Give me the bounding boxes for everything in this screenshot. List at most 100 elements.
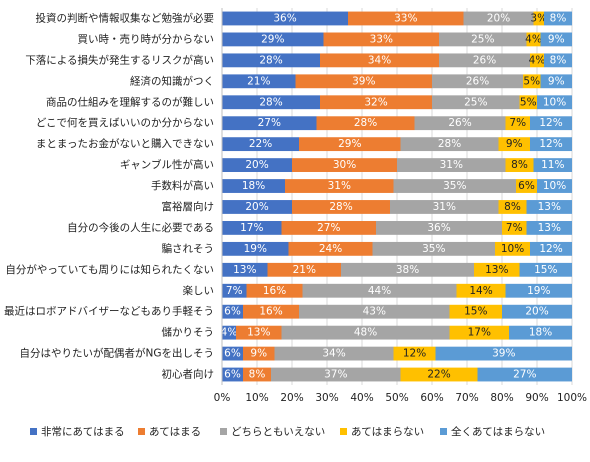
value-label: 20%	[525, 306, 548, 318]
bar-segment	[246, 283, 303, 298]
bar-segment	[316, 116, 415, 131]
legend-label: どちらともいえない	[231, 426, 325, 438]
value-label: 20%	[487, 12, 510, 24]
bar-segment	[526, 200, 572, 214]
value-label: 17%	[240, 222, 263, 234]
bar-segment	[526, 221, 572, 235]
legend-swatch	[440, 428, 447, 435]
x-tick-label: 60%	[420, 392, 443, 404]
value-label: 21%	[247, 75, 270, 87]
bar-segment	[222, 11, 348, 26]
value-label: 24%	[319, 243, 342, 255]
value-label: 44%	[368, 285, 391, 297]
bar-segment	[502, 304, 572, 319]
bar-segment	[533, 11, 544, 26]
bar-segment	[222, 304, 243, 319]
category-label: 富裕層向け	[162, 200, 215, 213]
bar-segment	[477, 367, 572, 382]
value-label: 8%	[504, 201, 521, 213]
bar-segment	[400, 137, 499, 152]
value-label: 28%	[259, 54, 282, 66]
x-tick-label: 0%	[214, 392, 231, 404]
x-tick-label: 90%	[525, 392, 548, 404]
bar-segment	[509, 325, 572, 340]
value-label: 21%	[293, 264, 316, 276]
bar-segment	[222, 200, 292, 214]
bar-segment	[243, 367, 271, 382]
bar-segment	[302, 283, 457, 298]
value-label: 28%	[259, 96, 282, 108]
bar-segment	[348, 11, 464, 26]
bar-segment	[400, 367, 478, 382]
category-label: ギャンブル性が高い	[120, 158, 214, 171]
value-label: 22%	[249, 138, 272, 150]
bar-segment	[285, 179, 394, 193]
value-label: 12%	[539, 243, 562, 255]
bar-segment	[243, 304, 299, 319]
bar-segment	[439, 53, 530, 68]
value-label: 12%	[539, 138, 562, 150]
bar-segment	[222, 116, 317, 131]
value-label: 18%	[242, 180, 265, 192]
category-label: 下落による損失が発生するリスクが高い	[25, 53, 214, 66]
value-label: 19%	[244, 243, 267, 255]
x-tick-label: 10%	[245, 392, 268, 404]
value-label: 28%	[438, 138, 461, 150]
value-label: 28%	[329, 201, 352, 213]
value-label: 9%	[548, 33, 565, 45]
category-label: 手数料が高い	[151, 179, 214, 192]
value-label: 4%	[525, 33, 542, 45]
bar-segment	[267, 262, 341, 277]
value-label: 26%	[466, 75, 489, 87]
bar-segment	[439, 32, 527, 47]
bar-segment	[292, 200, 390, 214]
category-label: まとまったお金がないと購入できない	[36, 137, 214, 150]
value-label: 30%	[333, 159, 356, 171]
bar-segment	[393, 179, 516, 193]
value-label: 10%	[543, 180, 566, 192]
category-label: 自分はやりたいが配偶者がNGを出しそう	[20, 347, 215, 360]
bar-segment	[456, 283, 506, 298]
value-label: 15%	[464, 306, 487, 318]
bar-segment	[498, 137, 530, 152]
value-label: 20%	[245, 201, 268, 213]
value-label: 10%	[501, 243, 524, 255]
value-label: 39%	[352, 75, 375, 87]
bar-segment	[222, 74, 296, 89]
bar-segment	[299, 304, 450, 319]
value-label: 31%	[440, 159, 463, 171]
value-label: 27%	[317, 222, 340, 234]
legend-swatch	[138, 428, 145, 435]
value-label: 9%	[548, 75, 565, 87]
bar-segment	[498, 200, 527, 214]
value-label: 8%	[249, 369, 266, 381]
value-label: 13%	[247, 327, 270, 339]
value-label: 7%	[506, 222, 523, 234]
bar-segment	[474, 262, 520, 277]
value-label: 34%	[368, 54, 391, 66]
value-label: 14%	[469, 285, 492, 297]
value-label: 35%	[422, 243, 445, 255]
value-label: 4%	[221, 327, 238, 339]
legend-label: 非常にあてはまる	[41, 425, 125, 438]
value-label: 13%	[233, 264, 256, 276]
category-label: どこで何を買えばいいのか分からない	[36, 116, 214, 129]
value-label: 6%	[224, 306, 241, 318]
bar-segment	[372, 241, 495, 256]
bar-segment	[222, 367, 243, 382]
bar-segment	[523, 74, 541, 89]
bar-segment	[449, 325, 509, 340]
value-label: 12%	[539, 117, 562, 129]
bar-segment	[222, 241, 289, 256]
value-label: 29%	[261, 33, 284, 45]
bar-segment	[449, 304, 502, 319]
value-label: 48%	[354, 327, 377, 339]
bar-segment	[530, 137, 572, 152]
legend-label: 全くあてはまらない	[451, 425, 545, 438]
bar-segment	[320, 95, 432, 110]
bar-segment	[323, 32, 439, 47]
value-label: 22%	[427, 369, 450, 381]
bar-segment	[530, 53, 544, 68]
x-tick-label: 30%	[315, 392, 338, 404]
x-tick-label: 100%	[557, 392, 587, 404]
